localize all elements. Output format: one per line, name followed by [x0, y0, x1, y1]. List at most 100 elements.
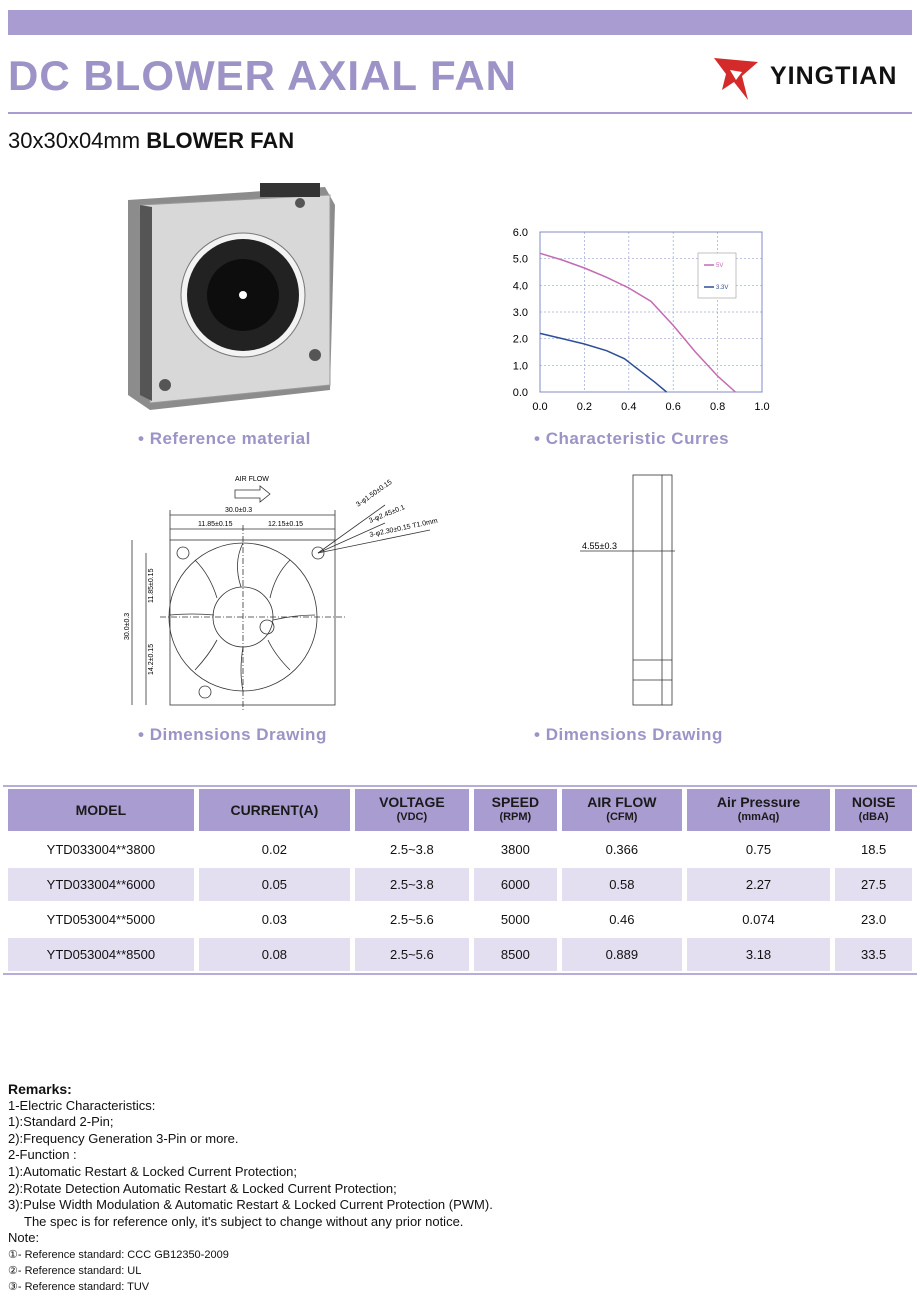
- legend-label: 5V: [716, 263, 723, 269]
- cell: 0.05: [198, 868, 351, 901]
- remarks-title: Remarks:: [8, 1081, 72, 1097]
- logo: [714, 58, 758, 100]
- y-tick-label: 0.0: [513, 387, 528, 399]
- header-unit: (RPM): [499, 811, 532, 823]
- note: ②- Reference standard: UL: [8, 1265, 142, 1278]
- label: 30.0±0.3: [124, 613, 131, 640]
- header-unit: (dBA): [858, 811, 889, 823]
- cell: 0.074: [742, 912, 775, 927]
- y-tick-label: 1.0: [513, 360, 528, 372]
- cell: 2.5~5.6: [390, 912, 434, 927]
- cell: 0.366: [605, 842, 639, 857]
- product: BLOWER FAN: [146, 128, 295, 153]
- title: DC BLOWER AXIAL FAN: [8, 52, 517, 99]
- column-header: NOISE (dBA): [835, 789, 912, 831]
- header-unit: (CFM): [606, 811, 638, 823]
- cell: 0.46: [609, 912, 635, 927]
- x-tick-label: 0.6: [666, 401, 681, 413]
- fan-photo: [128, 183, 335, 410]
- chart: 0.0 1.0 2.0 3.0 4.0 5.0 6.0 0.0 0.2 0.4 0.6 0.8 1.0 5…: [513, 227, 770, 413]
- x-tick-label: 0.2: [577, 401, 592, 413]
- cell: 33.5: [835, 938, 912, 971]
- cell: 23.0: [860, 912, 887, 927]
- note: ③- Reference standard: TUV: [8, 1281, 150, 1294]
- remark-line: 3):Pulse Width Modulation & Automatic Re…: [8, 1197, 493, 1213]
- remark-line: 1):Automatic Restart & Locked Current Pr…: [8, 1164, 298, 1179]
- cell: 0.02: [261, 842, 288, 857]
- column-header: Air Pressure (mmAq): [686, 789, 831, 831]
- plot-frame: [539, 231, 763, 393]
- label: 14.2±0.15: [148, 644, 155, 675]
- x-tick-label: 0.4: [621, 401, 636, 413]
- y-tick-label: 3.0: [513, 307, 528, 319]
- x-tick-label: 0.8: [710, 401, 725, 413]
- cell: 18.5: [860, 842, 887, 857]
- cell: YTD053004**5000: [46, 912, 156, 927]
- cell: 2.5~3.8: [390, 842, 434, 857]
- column-header: MODEL: [8, 789, 194, 831]
- cell: 0.58: [561, 868, 682, 901]
- header-unit: (VDC): [396, 811, 428, 823]
- cell: 0.03: [261, 912, 288, 927]
- cell: 2.5~3.8: [355, 868, 469, 901]
- x-tick-label: 1.0: [754, 401, 769, 413]
- line: [539, 332, 668, 393]
- label: 12.15±0.15: [268, 521, 303, 528]
- cell: 0.08: [198, 938, 351, 971]
- front-drawing: AIR FLOW 30.0±0.3 11.85±0.15 12.15±0.15 3…: [124, 476, 439, 710]
- y-tick-label: 4.0: [513, 280, 528, 292]
- remark-line: 2-Function :: [8, 1147, 77, 1163]
- cell: 6000: [473, 868, 557, 901]
- header-name: SPEED: [491, 794, 540, 810]
- remark-line: 1-Electric Characteristics:: [8, 1097, 156, 1113]
- caption: Reference material: [138, 429, 311, 449]
- remark-line: 1):Standard 2-Pin;: [8, 1114, 114, 1130]
- column-header: AIR FLOW (CFM): [561, 789, 682, 831]
- table-row: YTD033004**6000 0.05 2.5~3.8 6000 0.58 2.27 27…: [8, 868, 912, 901]
- cell: 5000: [500, 912, 530, 927]
- header-name: VOLTAGE: [379, 794, 445, 810]
- y-tick-label: 5.0: [513, 254, 528, 266]
- cell: 2.5~5.6: [355, 938, 469, 971]
- cell: 2.27: [686, 868, 831, 901]
- cell: 0.889: [561, 938, 682, 971]
- header-unit: (mmAq): [737, 811, 780, 823]
- cell: YTD033004**3800: [46, 842, 156, 857]
- y-tick-label: 6.0: [513, 227, 528, 239]
- label: 30.0±0.3: [225, 507, 252, 514]
- cell: YTD033004**6000: [8, 868, 194, 901]
- column-header: CURRENT(A): [198, 789, 351, 831]
- spec-table: MODEL CURRENT(A) VOLTAGE (VDC) SPEED (RPM) AIR…: [3, 785, 917, 975]
- label: AIR FLOW: [235, 476, 269, 483]
- cell: 3.18: [686, 938, 831, 971]
- rule: [8, 112, 912, 114]
- label: 11.85±0.15: [198, 521, 233, 528]
- remark-line: 2):Rotate Detection Automatic Restart & …: [8, 1180, 397, 1196]
- cell: 0.75: [745, 842, 772, 857]
- side-drawing: 4.55±0.3: [580, 474, 675, 706]
- x-tick-label: 0.0: [532, 401, 547, 413]
- legend-label: 3.3V: [716, 285, 728, 291]
- header-name: AIR FLOW: [587, 794, 657, 810]
- label: 11.85±0.15: [148, 568, 155, 603]
- caption: Dimensions Drawing: [534, 725, 723, 745]
- table-row: YTD033004**3800 0.02 2.5~3.8 3800 0.366 0.75 1…: [8, 833, 912, 866]
- y-tick-label: 2.0: [513, 334, 528, 346]
- top-bar: [8, 10, 912, 35]
- remark-line: 2):Frequency Generation 3-Pin or more.: [8, 1130, 239, 1146]
- label: 4.55±0.3: [582, 541, 617, 551]
- size: 30x30x04mm: [8, 128, 141, 153]
- brand: YINGTIAN: [770, 62, 898, 90]
- column-header: VOLTAGE (VDC): [355, 789, 469, 831]
- header-name: Air Pressure: [716, 794, 801, 810]
- header-name: MODEL: [75, 801, 127, 818]
- note-title: Note:: [8, 1230, 40, 1246]
- line: [539, 252, 736, 393]
- label: 3-φ2.45±0.1: [368, 504, 406, 525]
- table-row: YTD053004**5000 0.03 2.5~5.6 5000 0.46 0.074 2…: [8, 903, 912, 936]
- header-name: CURRENT(A): [230, 801, 319, 818]
- caption: Characteristic Curres: [534, 429, 729, 449]
- table-row: YTD053004**8500 0.08 2.5~5.6 8500 0.889 3.18 3…: [8, 938, 912, 971]
- header-name: NOISE: [851, 794, 896, 810]
